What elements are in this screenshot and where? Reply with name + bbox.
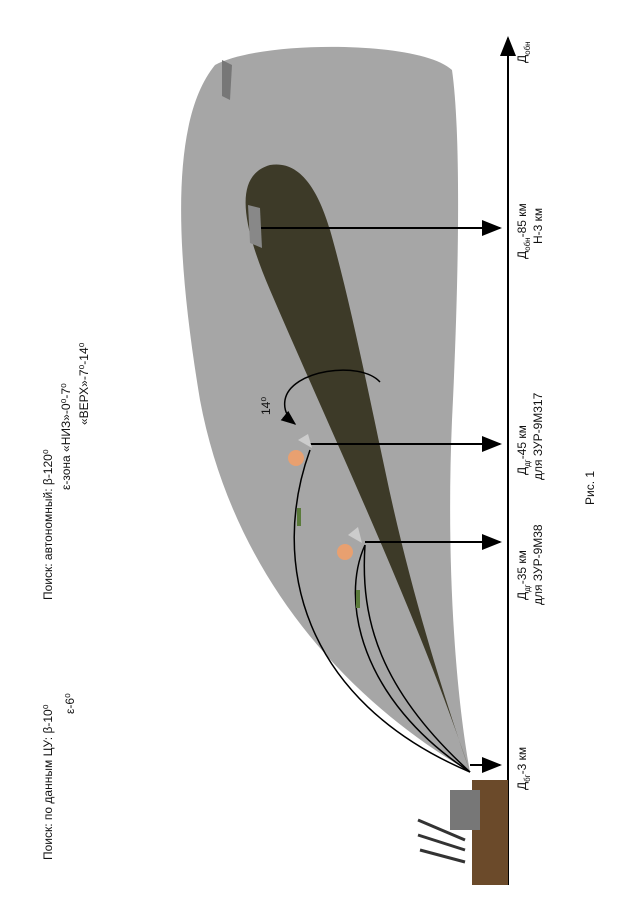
distance-sub: бг: [523, 774, 532, 782]
trajectories: [280, 369, 471, 773]
axis-label-sub: обн: [523, 41, 532, 54]
distance-note: для ЗУР-9М38: [531, 524, 545, 605]
distance-label: Дбг-3 км: [515, 747, 532, 790]
caption: Рис. 1: [583, 471, 597, 505]
distance-label: Ддг-35 км: [515, 550, 532, 600]
distance-rest: -35 км: [515, 550, 529, 584]
distance-sub: дг: [523, 584, 532, 592]
distance-rest: -45 км: [515, 425, 529, 459]
distance-rest: -3 км: [515, 747, 529, 775]
arrows: [255, 36, 516, 885]
axis-label: Д: [515, 55, 529, 63]
distance-label: Добн-85 км: [515, 203, 532, 259]
search-cu: Поиск: по данным ЦУ: β-10⁰: [41, 704, 55, 860]
icons: [222, 60, 508, 885]
distance-sub: дг: [523, 459, 532, 467]
distance-rest: -85 км: [515, 203, 529, 237]
search-auto: ε-зона «НИЗ»-0⁰-7⁰: [59, 383, 73, 490]
labels: Поиск: по данным ЦУ: β-10⁰ ε-6⁰ Поиск: а…: [41, 41, 597, 860]
angle-label: 14⁰: [259, 397, 273, 415]
search-cu: ε-6⁰: [63, 693, 77, 714]
distance-main: Д: [515, 782, 529, 790]
distance-sub: обн: [523, 237, 532, 250]
search-auto: «ВЕРХ»-7⁰-14⁰: [77, 342, 91, 425]
distance-note: Н-3 км: [531, 208, 545, 244]
engagement-zone: [245, 164, 470, 772]
distance-main: Д: [515, 592, 529, 600]
distance-note: для ЗУР-9М317: [531, 392, 545, 480]
distance-label: Ддг-45 км: [515, 425, 532, 475]
distance-main: Д: [515, 467, 529, 475]
distance-main: Д: [515, 251, 529, 259]
axis-label: Добн: [515, 41, 532, 63]
search-auto: Поиск: автономный: β-120⁰: [41, 449, 55, 600]
